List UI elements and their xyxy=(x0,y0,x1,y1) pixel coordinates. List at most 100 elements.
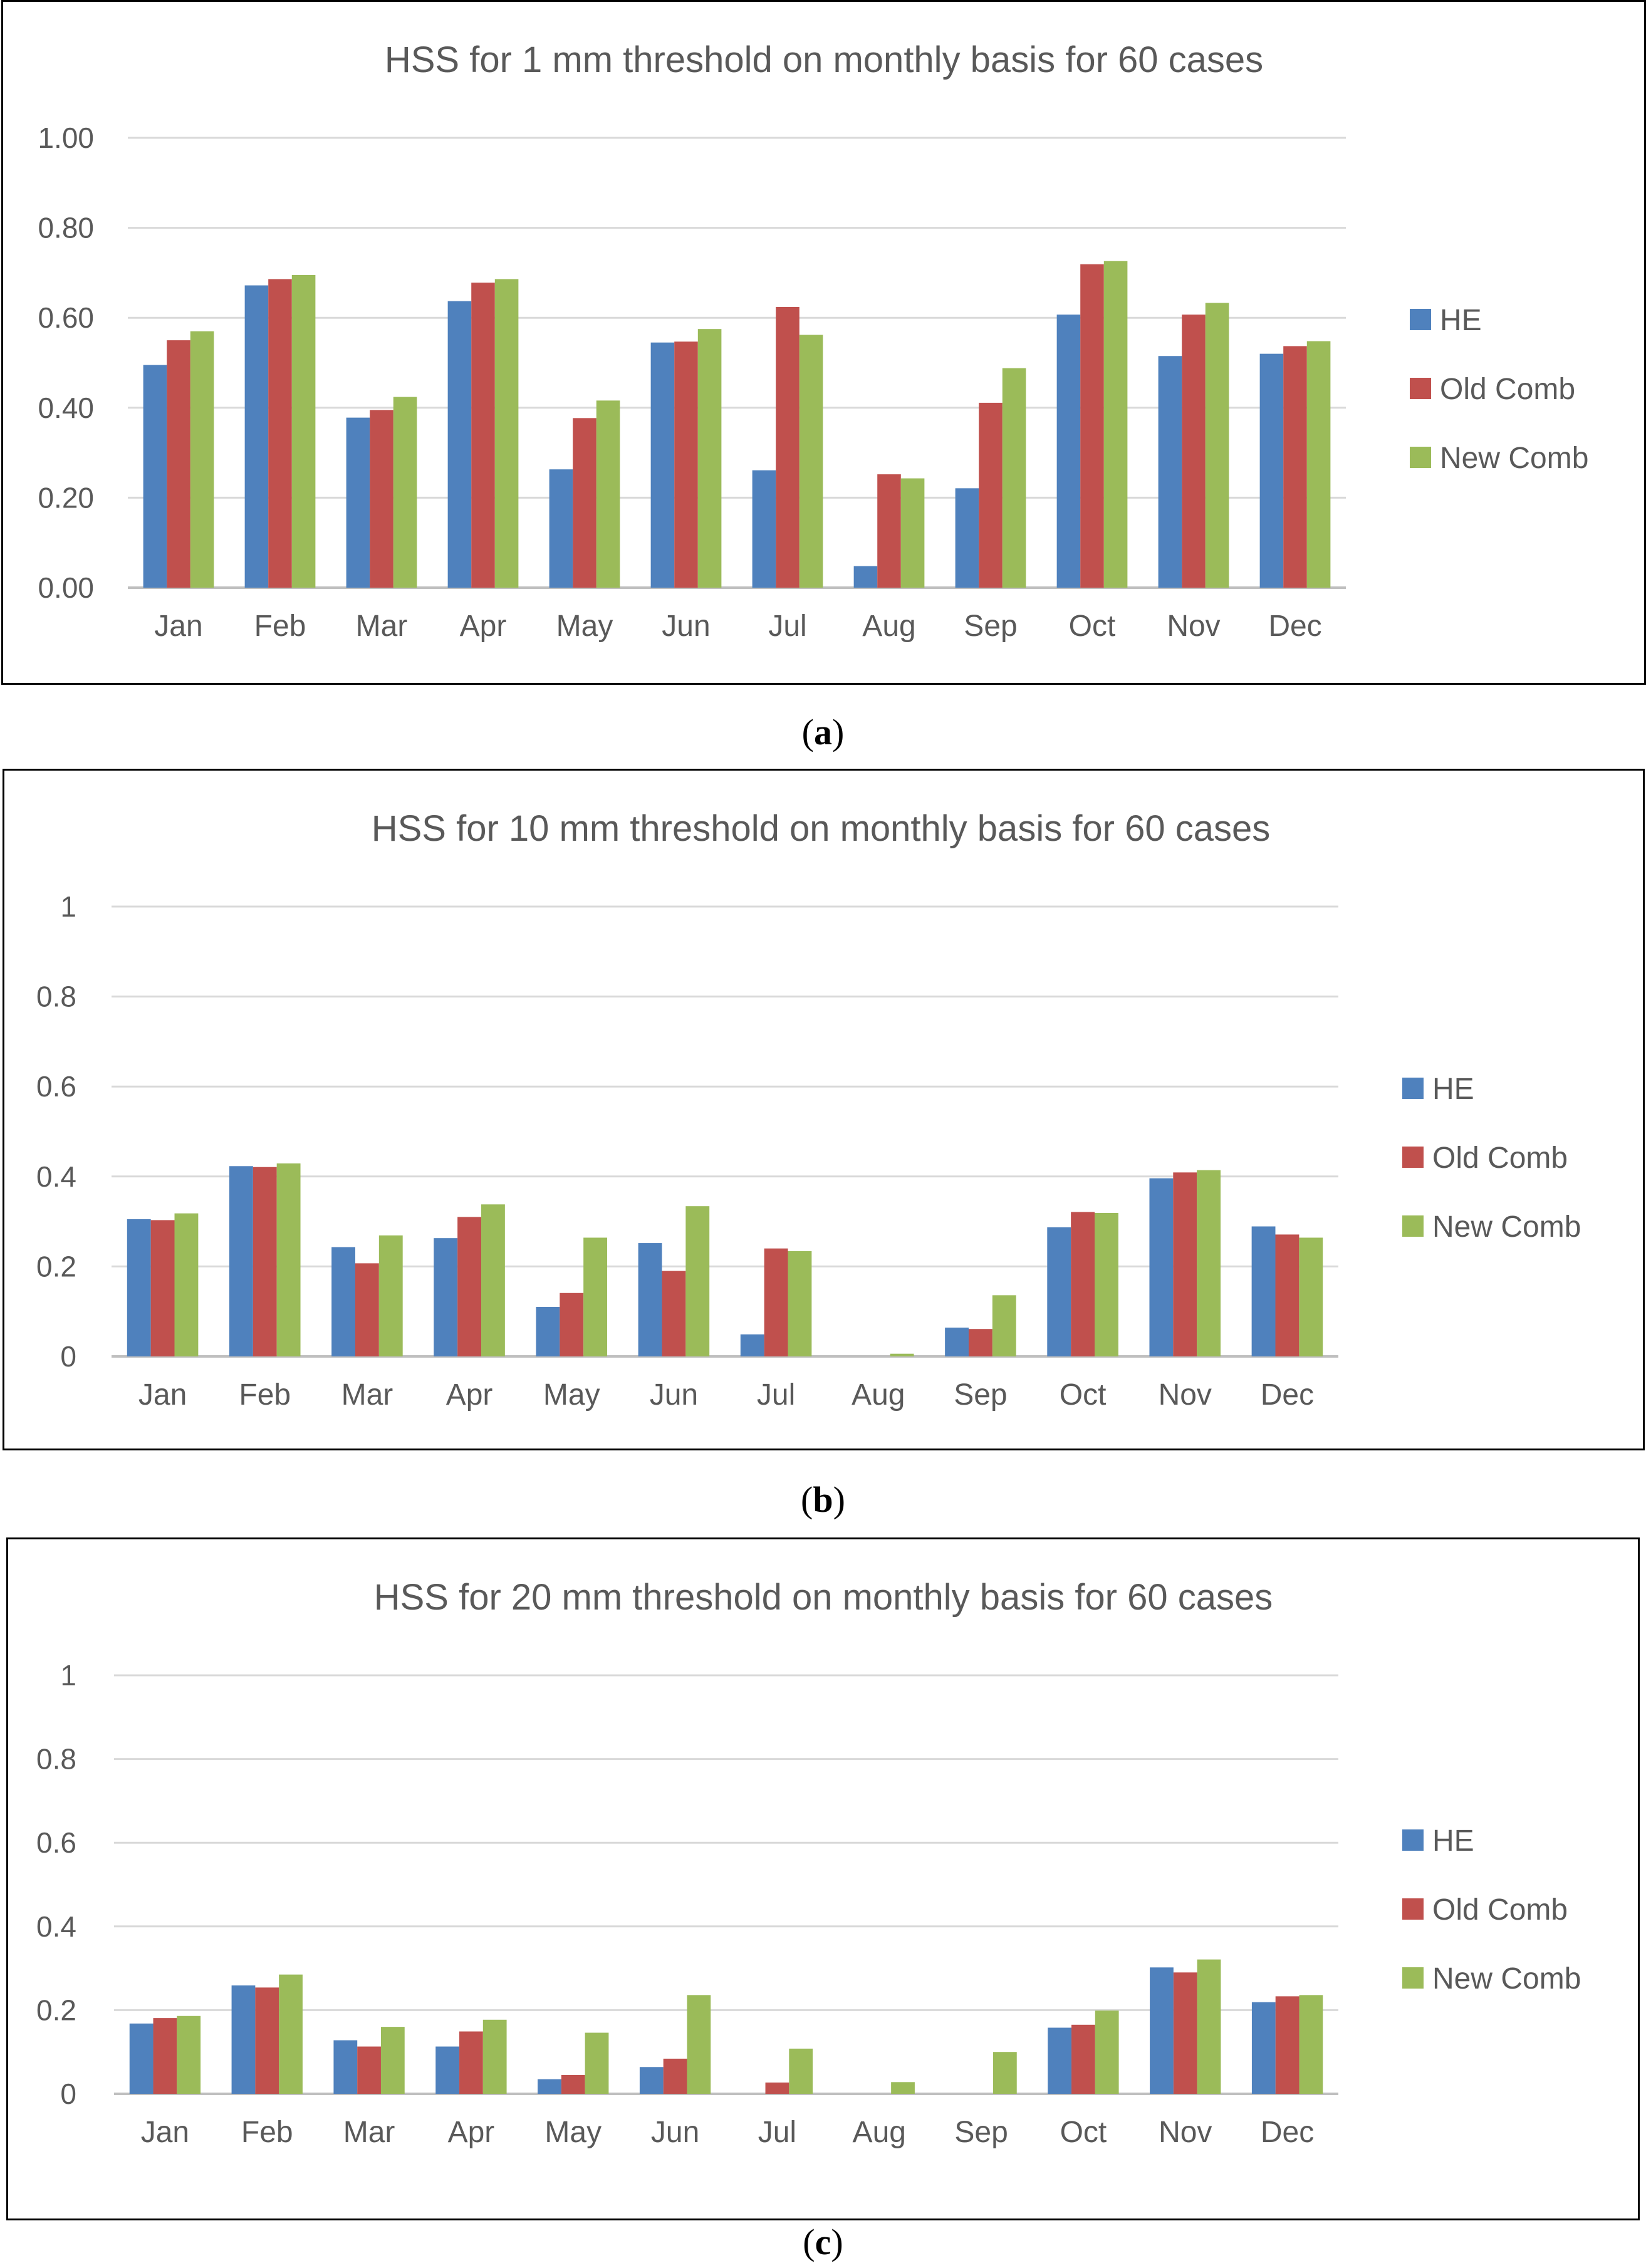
bar-new-comb-oct xyxy=(1095,1212,1118,1356)
bar-old-comb-jan xyxy=(167,340,190,588)
x-tick-label: Nov xyxy=(1159,1378,1212,1412)
bar-he-jul xyxy=(752,470,776,588)
x-tick-label: Jan xyxy=(138,1378,187,1412)
bar-he-oct xyxy=(1048,2027,1072,2094)
x-tick-label: Sep xyxy=(954,2116,1008,2149)
bar-old-comb-dec xyxy=(1275,1996,1300,2094)
y-tick-label: 1.00 xyxy=(38,122,94,154)
x-tick-label: Jun xyxy=(650,1378,698,1412)
legend-label: New Comb xyxy=(1432,1962,1581,1995)
bar-he-feb xyxy=(244,285,269,588)
bar-new-comb-dec xyxy=(1306,341,1331,588)
x-tick-label: Apr xyxy=(448,2116,495,2149)
bar-old-comb-nov xyxy=(1182,315,1206,588)
caption-b: (b) xyxy=(801,1479,845,1520)
bar-new-comb-jul xyxy=(799,335,823,588)
chart-b: HSS for 10 mm threshold on monthly basis… xyxy=(36,808,1581,1412)
chart-title: HSS for 20 mm threshold on monthly basis… xyxy=(374,1577,1273,1618)
bar-he-jun xyxy=(639,2067,664,2094)
bar-he-aug xyxy=(853,566,878,588)
bar-he-oct xyxy=(1047,1227,1071,1356)
x-tick-label: Mar xyxy=(343,2116,395,2149)
x-tick-label: Feb xyxy=(239,1378,291,1412)
bar-new-comb-may xyxy=(596,400,620,588)
bar-old-comb-may xyxy=(573,418,596,588)
x-tick-label: Jun xyxy=(662,610,710,643)
bar-new-comb-jun xyxy=(687,1995,711,2094)
legend-swatch xyxy=(1402,1215,1424,1237)
x-tick-label: Jul xyxy=(757,1378,795,1412)
bar-old-comb-jun xyxy=(674,341,698,588)
bar-he-jan xyxy=(143,365,167,588)
bar-old-comb-may xyxy=(560,1293,584,1356)
bar-old-comb-dec xyxy=(1283,346,1307,588)
bar-new-comb-aug xyxy=(900,478,925,588)
bar-new-comb-jun xyxy=(697,329,722,588)
x-tick-label: Aug xyxy=(852,1378,905,1412)
bar-he-nov xyxy=(1150,1967,1174,2094)
y-tick-label: 0.60 xyxy=(38,301,94,334)
legend-swatch xyxy=(1402,1078,1424,1099)
bar-new-comb-may xyxy=(585,2032,609,2094)
y-tick-label: 0.2 xyxy=(36,1994,76,2026)
bar-he-may xyxy=(536,1307,560,1356)
bar-he-apr xyxy=(435,2046,460,2094)
bar-he-dec xyxy=(1259,353,1284,588)
bar-old-comb-apr xyxy=(459,2031,483,2094)
legend-label: HE xyxy=(1440,304,1482,337)
x-tick-label: Jul xyxy=(758,2116,796,2149)
bar-he-apr xyxy=(434,1238,458,1356)
bar-he-mar xyxy=(333,2040,358,2094)
x-tick-label: Dec xyxy=(1261,1378,1314,1412)
bar-new-comb-dec xyxy=(1299,1237,1323,1356)
bar-old-comb-mar xyxy=(355,1263,379,1356)
bar-new-comb-nov xyxy=(1197,1959,1221,2094)
bar-new-comb-apr xyxy=(481,1204,505,1356)
bar-new-comb-mar xyxy=(393,397,417,588)
bar-he-jan xyxy=(127,1219,151,1356)
bar-he-sep xyxy=(955,488,979,588)
x-tick-label: Aug xyxy=(862,610,915,643)
legend-swatch xyxy=(1410,309,1431,330)
bar-old-comb-jan xyxy=(150,1220,175,1356)
bar-new-comb-sep xyxy=(992,2052,1017,2094)
y-tick-label: 0.2 xyxy=(36,1250,76,1282)
bar-new-comb-apr xyxy=(494,279,519,588)
chart-a: HSS for 1 mm threshold on monthly basis … xyxy=(38,39,1588,643)
legend-label: Old Comb xyxy=(1432,1893,1568,1927)
bar-old-comb-oct xyxy=(1071,2024,1095,2094)
bar-new-comb-oct xyxy=(1103,261,1128,588)
x-tick-label: Apr xyxy=(460,610,507,643)
bar-he-mar xyxy=(346,417,370,588)
x-tick-label: Feb xyxy=(241,2116,293,2149)
legend-label: Old Comb xyxy=(1432,1142,1568,1175)
bar-new-comb-apr xyxy=(482,2019,507,2094)
bar-old-comb-jan xyxy=(153,2018,177,2094)
bar-old-comb-jun xyxy=(663,2058,687,2094)
bar-new-comb-mar xyxy=(378,1235,403,1356)
bar-new-comb-mar xyxy=(380,2027,405,2094)
bar-he-mar xyxy=(331,1247,355,1356)
bar-old-comb-jul xyxy=(764,1248,788,1356)
bar-new-comb-jan xyxy=(177,2016,201,2094)
x-tick-label: Sep xyxy=(954,1378,1007,1412)
x-tick-label: Feb xyxy=(254,610,306,643)
bar-new-comb-jan xyxy=(174,1213,199,1356)
y-tick-label: 0.4 xyxy=(36,1910,76,1943)
bar-old-comb-jul xyxy=(765,2082,789,2094)
bar-he-oct xyxy=(1056,315,1081,588)
bar-old-comb-mar xyxy=(370,410,393,588)
legend-label: New Comb xyxy=(1432,1210,1581,1244)
bar-new-comb-sep xyxy=(992,1295,1016,1356)
bar-he-apr xyxy=(447,301,472,588)
bar-old-comb-dec xyxy=(1275,1234,1300,1356)
bar-old-comb-oct xyxy=(1080,264,1104,588)
bar-he-jun xyxy=(638,1243,662,1356)
bar-old-comb-jul xyxy=(776,306,800,588)
y-tick-label: 0.8 xyxy=(36,981,76,1013)
y-tick-label: 0.4 xyxy=(36,1160,76,1193)
chart-panel-c xyxy=(6,1537,1640,2220)
bar-old-comb-nov xyxy=(1173,1972,1197,2094)
bar-he-may xyxy=(538,2079,561,2094)
y-tick-label: 0.80 xyxy=(38,212,94,244)
